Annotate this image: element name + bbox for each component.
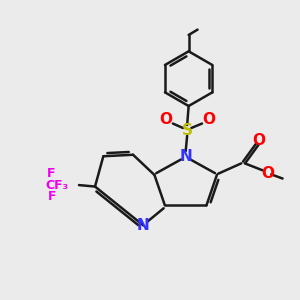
Text: O: O (261, 166, 274, 181)
Text: F: F (48, 190, 56, 203)
Text: CF₃: CF₃ (46, 178, 69, 192)
Text: O: O (159, 112, 172, 127)
Text: S: S (182, 123, 193, 138)
Text: N: N (137, 218, 150, 233)
Text: N: N (179, 149, 192, 164)
Text: O: O (202, 112, 216, 127)
Text: F: F (47, 167, 56, 180)
Text: O: O (252, 133, 265, 148)
